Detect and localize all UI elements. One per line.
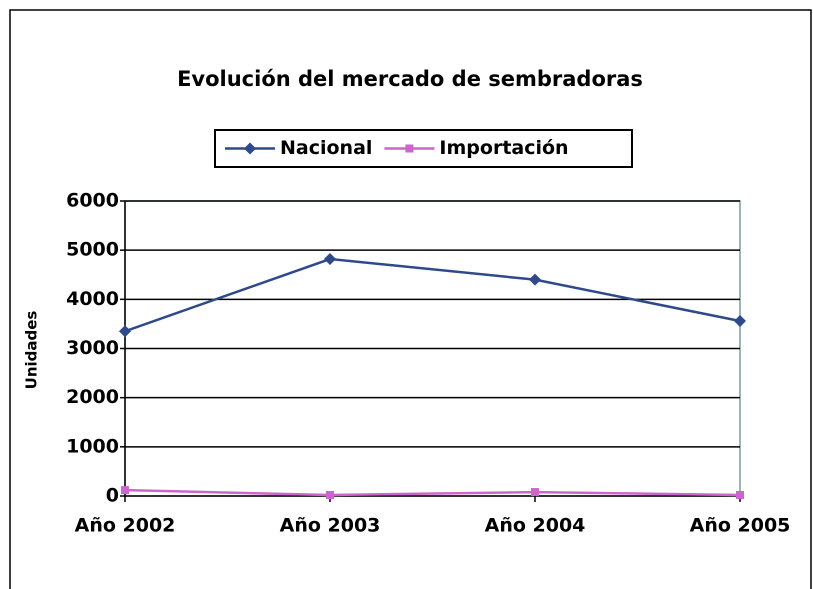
y-tick-label: 6000	[66, 190, 119, 212]
y-tick-label: 3000	[66, 337, 119, 359]
y-tick-label: 2000	[66, 386, 119, 408]
y-tick-label: 5000	[66, 239, 119, 261]
legend-label: Importación	[439, 137, 568, 159]
marker	[324, 253, 336, 266]
marker	[405, 144, 414, 153]
x-tick-label: Año 2005	[690, 515, 791, 537]
chart-title: Evolución del mercado de sembradoras	[177, 67, 643, 91]
y-tick-label: 0	[106, 485, 119, 507]
marker	[529, 273, 541, 286]
y-axis-label: Unidades	[23, 311, 41, 390]
marker	[326, 491, 334, 500]
y-tick-label: 1000	[66, 435, 119, 457]
marker	[531, 488, 539, 497]
marker	[244, 142, 256, 155]
marker	[121, 486, 129, 495]
y-tick-label: 4000	[66, 288, 119, 310]
legend-label: Nacional	[280, 137, 372, 159]
x-tick-label: Año 2003	[280, 515, 381, 537]
marker	[734, 314, 746, 327]
marker	[119, 325, 131, 338]
series-line	[124, 257, 741, 333]
series-line	[124, 488, 741, 497]
x-tick-label: Año 2002	[75, 515, 176, 537]
marker	[736, 491, 744, 500]
x-tick-label: Año 2004	[485, 515, 586, 537]
